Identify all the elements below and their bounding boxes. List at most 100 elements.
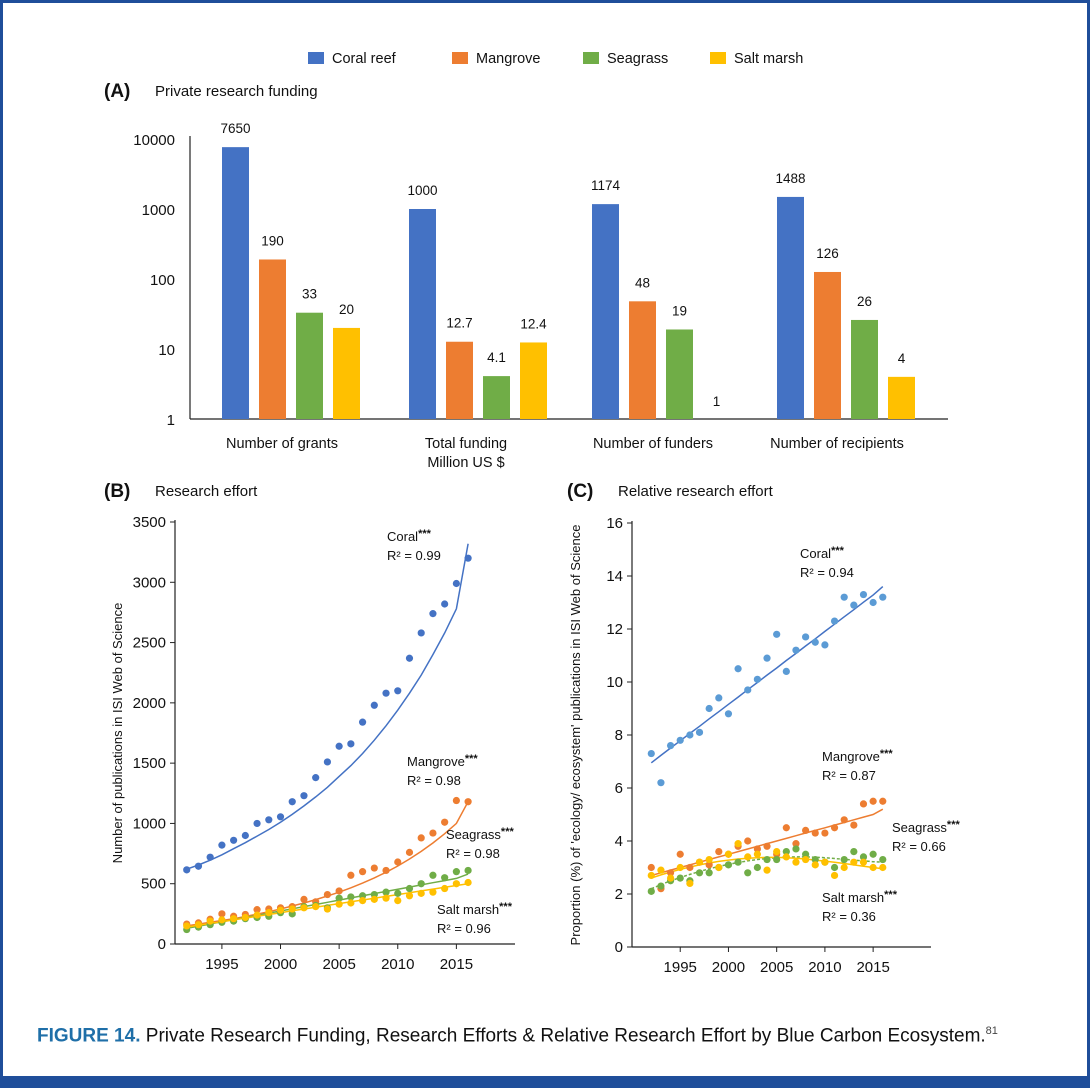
panel-c-r2-annotation: R² = 0.36: [822, 909, 876, 924]
legend-label-4: Salt marsh: [734, 51, 803, 67]
panel-c-data-point: [840, 816, 848, 824]
panel-c-data-point: [734, 665, 742, 673]
panel-b-data-point: [441, 600, 449, 608]
panel-b-series-annotation: Coral***: [387, 528, 432, 544]
panel-c-data-point: [744, 837, 752, 845]
panel-c-data-point: [821, 829, 829, 837]
panel-c-data-point: [734, 840, 742, 848]
panel-c-series-annotation: Salt marsh***: [822, 889, 898, 905]
panel-a-data-label: 48: [635, 275, 650, 290]
panel-b-x-tick: 2015: [440, 956, 473, 973]
panel-c-data-point: [802, 826, 810, 835]
panel-a-category-label: Number of recipients: [770, 436, 904, 452]
panel-c-data-point: [821, 641, 829, 649]
panel-b-x-tick: 2000: [264, 956, 297, 973]
panel-c-fit-line-mangrove: [651, 808, 884, 877]
panel-c-series-annotation: Coral***: [800, 545, 845, 561]
panel-b-data-point: [347, 871, 355, 879]
panel-b-data-point: [417, 629, 425, 637]
panel-b-data-point: [253, 819, 261, 828]
panel-a-category-label: Million US $: [427, 455, 504, 471]
panel-b-y-tick: 1500: [133, 755, 166, 772]
panel-b-data-point: [183, 922, 191, 930]
panel-c-data-point: [763, 855, 771, 864]
panel-a-data-label: 4: [898, 351, 906, 366]
panel-c-data-point: [715, 863, 723, 872]
panel-c-y-tick: 2: [615, 886, 623, 903]
panel-c-y-tick: 10: [606, 674, 623, 691]
panel-c-data-point: [782, 848, 790, 856]
panel-b-data-point: [382, 866, 390, 875]
panel-c-data-point: [715, 848, 723, 856]
panel-a-bar: [333, 327, 360, 419]
panel-c-data-point: [850, 848, 858, 856]
panel-b-data-point: [288, 798, 296, 806]
panel-b-data-point: [452, 579, 460, 588]
panel-b-data-point: [323, 758, 332, 766]
panel-b-data-point: [347, 899, 355, 907]
panel-c-y-tick: 4: [615, 833, 623, 850]
panel-a-data-label: 126: [816, 246, 839, 261]
panel-b-data-point: [323, 905, 332, 913]
panel-c-data-point: [869, 797, 877, 805]
panel-c-series-annotation: Mangrove***: [822, 748, 893, 764]
panel-c-data-point: [840, 863, 848, 872]
panel-c-data-point: [869, 863, 877, 872]
panel-c-data-point: [715, 694, 723, 702]
panel-c-data-point: [830, 863, 839, 872]
panel-b-data-point: [429, 871, 437, 879]
panel-b-data-point: [382, 689, 390, 697]
panel-b-data-point: [370, 864, 378, 872]
panel-a-bar: [814, 271, 841, 419]
panel-b-data-point: [276, 813, 285, 821]
panel-c-x-tick: 2000: [712, 959, 745, 976]
panel-a-data-label: 1488: [775, 171, 805, 186]
panel-b-data-point: [429, 829, 437, 837]
legend-swatch-1: [308, 52, 324, 64]
panel-c-data-point: [705, 861, 713, 869]
panel-b-data-point: [194, 921, 203, 929]
panel-b-data-point: [241, 831, 249, 840]
panel-c-data-point: [792, 845, 800, 853]
panel-a-category-label: Number of grants: [226, 436, 338, 452]
panel-b-data-point: [312, 774, 320, 782]
panel-c-data-point: [686, 879, 694, 888]
legend-swatch-3: [583, 52, 599, 64]
panel-c-data-point: [869, 598, 877, 607]
panel-b-data-point: [206, 853, 214, 861]
panel-c-data-point: [811, 638, 819, 646]
panel-b-r2-annotation: R² = 0.98: [407, 773, 461, 788]
panel-c-data-point: [782, 853, 790, 861]
panel-c-data-point: [811, 829, 819, 837]
panel-c-data-point: [811, 861, 819, 869]
panel-c-data-point: [666, 742, 675, 750]
panel-c-data-point: [695, 728, 704, 736]
panel-c-title: Relative research effort: [618, 483, 774, 500]
panel-c-data-point: [792, 840, 800, 848]
panel-b-data-point: [218, 916, 226, 924]
panel-c-data-point: [724, 850, 733, 858]
panel-c-data-point: [830, 617, 839, 625]
panel-c-data-point: [695, 869, 704, 877]
panel-b-data-point: [370, 895, 378, 903]
panel-c-x-tick: 2015: [856, 959, 889, 976]
panel-b-data-point: [253, 911, 261, 919]
panel-b-data-point: [347, 893, 355, 901]
panel-c-data-point: [705, 869, 713, 877]
panel-c-data-point: [879, 593, 887, 601]
panel-b-data-point: [382, 888, 390, 896]
panel-c-data-point: [666, 869, 675, 877]
panel-b-letter: (B): [104, 481, 130, 502]
panel-a-letter: (A): [104, 81, 130, 102]
figure-svg: Coral reef Mangrove Seagrass Salt marsh (A) P…: [104, 51, 960, 976]
panel-c-y-tick: 12: [606, 621, 623, 638]
panel-a-data-label: 1174: [591, 178, 621, 193]
panel-b-data-point: [429, 610, 437, 618]
panel-a-bar: [446, 341, 473, 419]
panel-b-data-point: [218, 910, 226, 918]
panel-c-data-point: [763, 866, 771, 874]
panel-a-data-label: 1000: [407, 183, 437, 198]
panel-b-data-point: [300, 895, 308, 903]
panel-b-series-annotation: Mangrove***: [407, 753, 478, 769]
panel-b-data-point: [253, 906, 261, 914]
